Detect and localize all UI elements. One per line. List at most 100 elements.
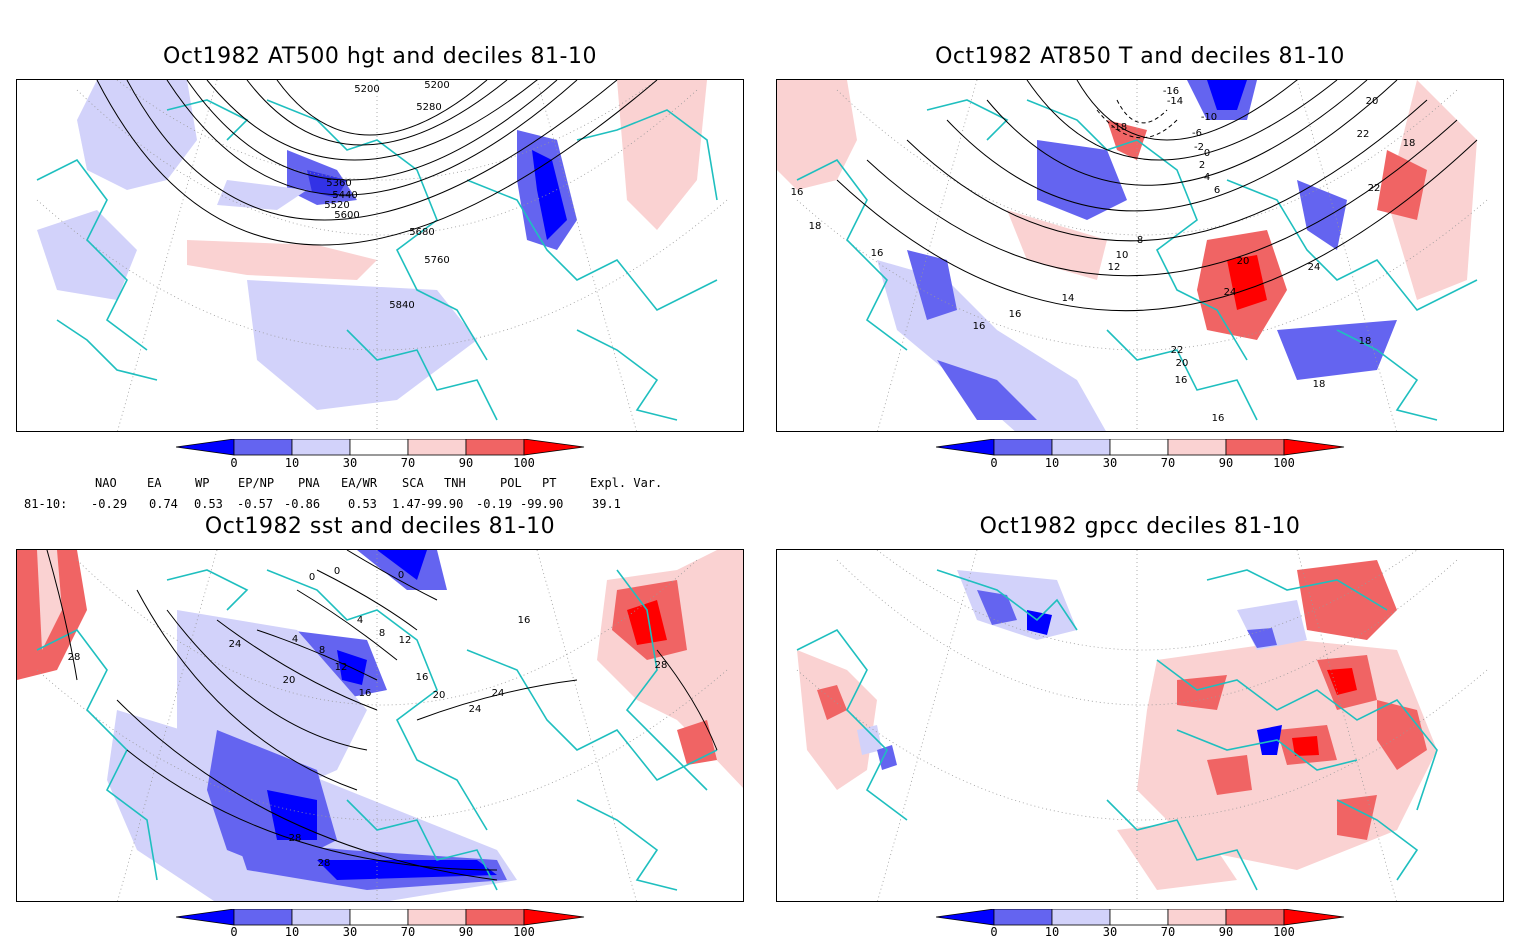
index-value: 39.1	[592, 497, 621, 511]
cbar-segment	[407, 438, 467, 456]
cbar-segment	[175, 908, 235, 926]
latlon-grid	[796, 80, 1488, 431]
cbar-label: 70	[400, 925, 416, 939]
latlon-grid	[36, 80, 728, 431]
cbar-segment	[523, 438, 585, 456]
contour-label: 24	[1224, 287, 1237, 298]
colorbar-panel2: 0 10 30 70 90 100	[935, 438, 1346, 475]
contour-label: 12	[399, 635, 412, 646]
panel3-map: 0 0 0 4 4 8 8 12 16 20 24 28 28 28 28 16…	[16, 549, 744, 902]
cbar-segment	[1167, 908, 1227, 926]
contour-label: 0	[1204, 148, 1210, 159]
coastlines	[796, 569, 1438, 891]
index-value: -0.86	[284, 497, 321, 511]
cbar-label: 10	[284, 456, 300, 470]
contour-label: 5760	[424, 255, 449, 266]
cbar-label: 30	[1102, 456, 1118, 470]
index-header: WP	[195, 476, 210, 490]
cbar-segment	[993, 438, 1053, 456]
cbar-segment	[993, 908, 1053, 926]
cbar-segment	[1167, 438, 1227, 456]
contour-label: 5200	[424, 80, 449, 91]
contour-label: 16	[1212, 413, 1225, 424]
contour-label: 5200	[354, 84, 379, 95]
contour-label: 16	[518, 615, 531, 626]
contour-label: 16	[359, 688, 372, 699]
contour-label: -10	[1201, 112, 1217, 123]
index-header: PT	[542, 476, 557, 490]
cbar-label: 70	[400, 456, 416, 470]
cbar-label: 100	[1273, 456, 1295, 470]
index-header: EA/WR	[341, 476, 378, 490]
index-header: EP/NP	[238, 476, 275, 490]
contour-label: 20	[283, 675, 296, 686]
contour-label: 4	[357, 615, 363, 626]
cbar-segment	[465, 438, 525, 456]
cbar-segment	[291, 908, 351, 926]
cbar-segment	[233, 908, 293, 926]
cbar-segment	[1109, 908, 1169, 926]
index-value: 0.53	[348, 497, 377, 511]
height-contours	[96, 80, 658, 246]
index-value: -99.90	[420, 497, 464, 511]
contour-label: 14	[1062, 293, 1075, 304]
index-header: EA	[147, 476, 162, 490]
contour-label: 24	[492, 688, 505, 699]
deciles-shading	[777, 80, 1477, 431]
index-value: -0.57	[237, 497, 274, 511]
cbar-label: 30	[342, 456, 358, 470]
coastlines	[796, 99, 1478, 421]
cbar-label: 100	[1273, 925, 1295, 939]
cbar-segment	[935, 438, 995, 456]
cbar-label: 90	[458, 456, 474, 470]
cbar-label: 0	[990, 456, 998, 470]
contour-label: 4	[1204, 172, 1210, 183]
contour-label: -18	[1111, 122, 1127, 133]
cbar-label: 70	[1160, 925, 1176, 939]
temperature-contours	[836, 80, 1478, 312]
cbar-label: 30	[1102, 925, 1118, 939]
deciles-shading	[17, 550, 743, 901]
contour-label: 16	[1175, 375, 1188, 386]
panel4-title: Oct1982 gpcc deciles 81-10	[979, 514, 1301, 539]
contour-label: 8	[1137, 235, 1143, 246]
contour-label: 24	[1308, 262, 1321, 273]
cbar-label: 10	[1044, 925, 1060, 939]
panel1-title: Oct1982 AT500 hgt and deciles 81-10	[163, 44, 597, 69]
coastlines	[36, 99, 718, 421]
cbar-segment	[291, 438, 351, 456]
contour-label: 20	[1237, 256, 1250, 267]
cbar-segment	[349, 908, 409, 926]
cbar-label: 30	[342, 925, 358, 939]
contour-label: 12	[335, 662, 348, 673]
cbar-segment	[407, 908, 467, 926]
cbar-label: 0	[990, 925, 998, 939]
index-header: TNH	[444, 476, 466, 490]
contour-label: 0	[398, 570, 404, 581]
contour-label: 10	[1116, 250, 1129, 261]
contour-label: 20	[1176, 358, 1189, 369]
contour-label: 5840	[389, 300, 414, 311]
index-row-label: 81-10:	[24, 497, 68, 511]
panel1-map: 5200 5200 5280 5360 5440 5520 5600 5680 …	[16, 79, 744, 432]
contour-label: 8	[319, 645, 325, 656]
cbar-segment	[1051, 908, 1111, 926]
contour-label: 16	[791, 187, 804, 198]
cbar-segment	[1283, 438, 1345, 456]
contour-label: 18	[809, 221, 822, 232]
index-value: 0.74	[149, 497, 178, 511]
contour-label: 5360	[326, 178, 351, 189]
panel2-title: Oct1982 AT850 T and deciles 81-10	[935, 44, 1345, 69]
cbar-segment	[233, 438, 293, 456]
colorbar-panel4: 0 10 30 70 90 100	[935, 908, 1346, 940]
contour-label: 16	[973, 321, 986, 332]
cbar-segment	[1051, 438, 1111, 456]
panel3-title: Oct1982 sst and deciles 81-10	[204, 514, 556, 539]
contour-labels: -16 -14 -18 -10 -6 -2 2 0 4 6 8 10 12 14…	[791, 86, 1416, 424]
contour-labels: 0 0 0 4 4 8 8 12 16 20 24 28 28 28 28 16…	[68, 566, 668, 869]
cbar-label: 70	[1160, 456, 1176, 470]
cbar-label: 10	[1044, 456, 1060, 470]
panel4-map	[776, 549, 1504, 902]
contour-label: 0	[309, 572, 315, 583]
contour-label: 4	[292, 634, 298, 645]
